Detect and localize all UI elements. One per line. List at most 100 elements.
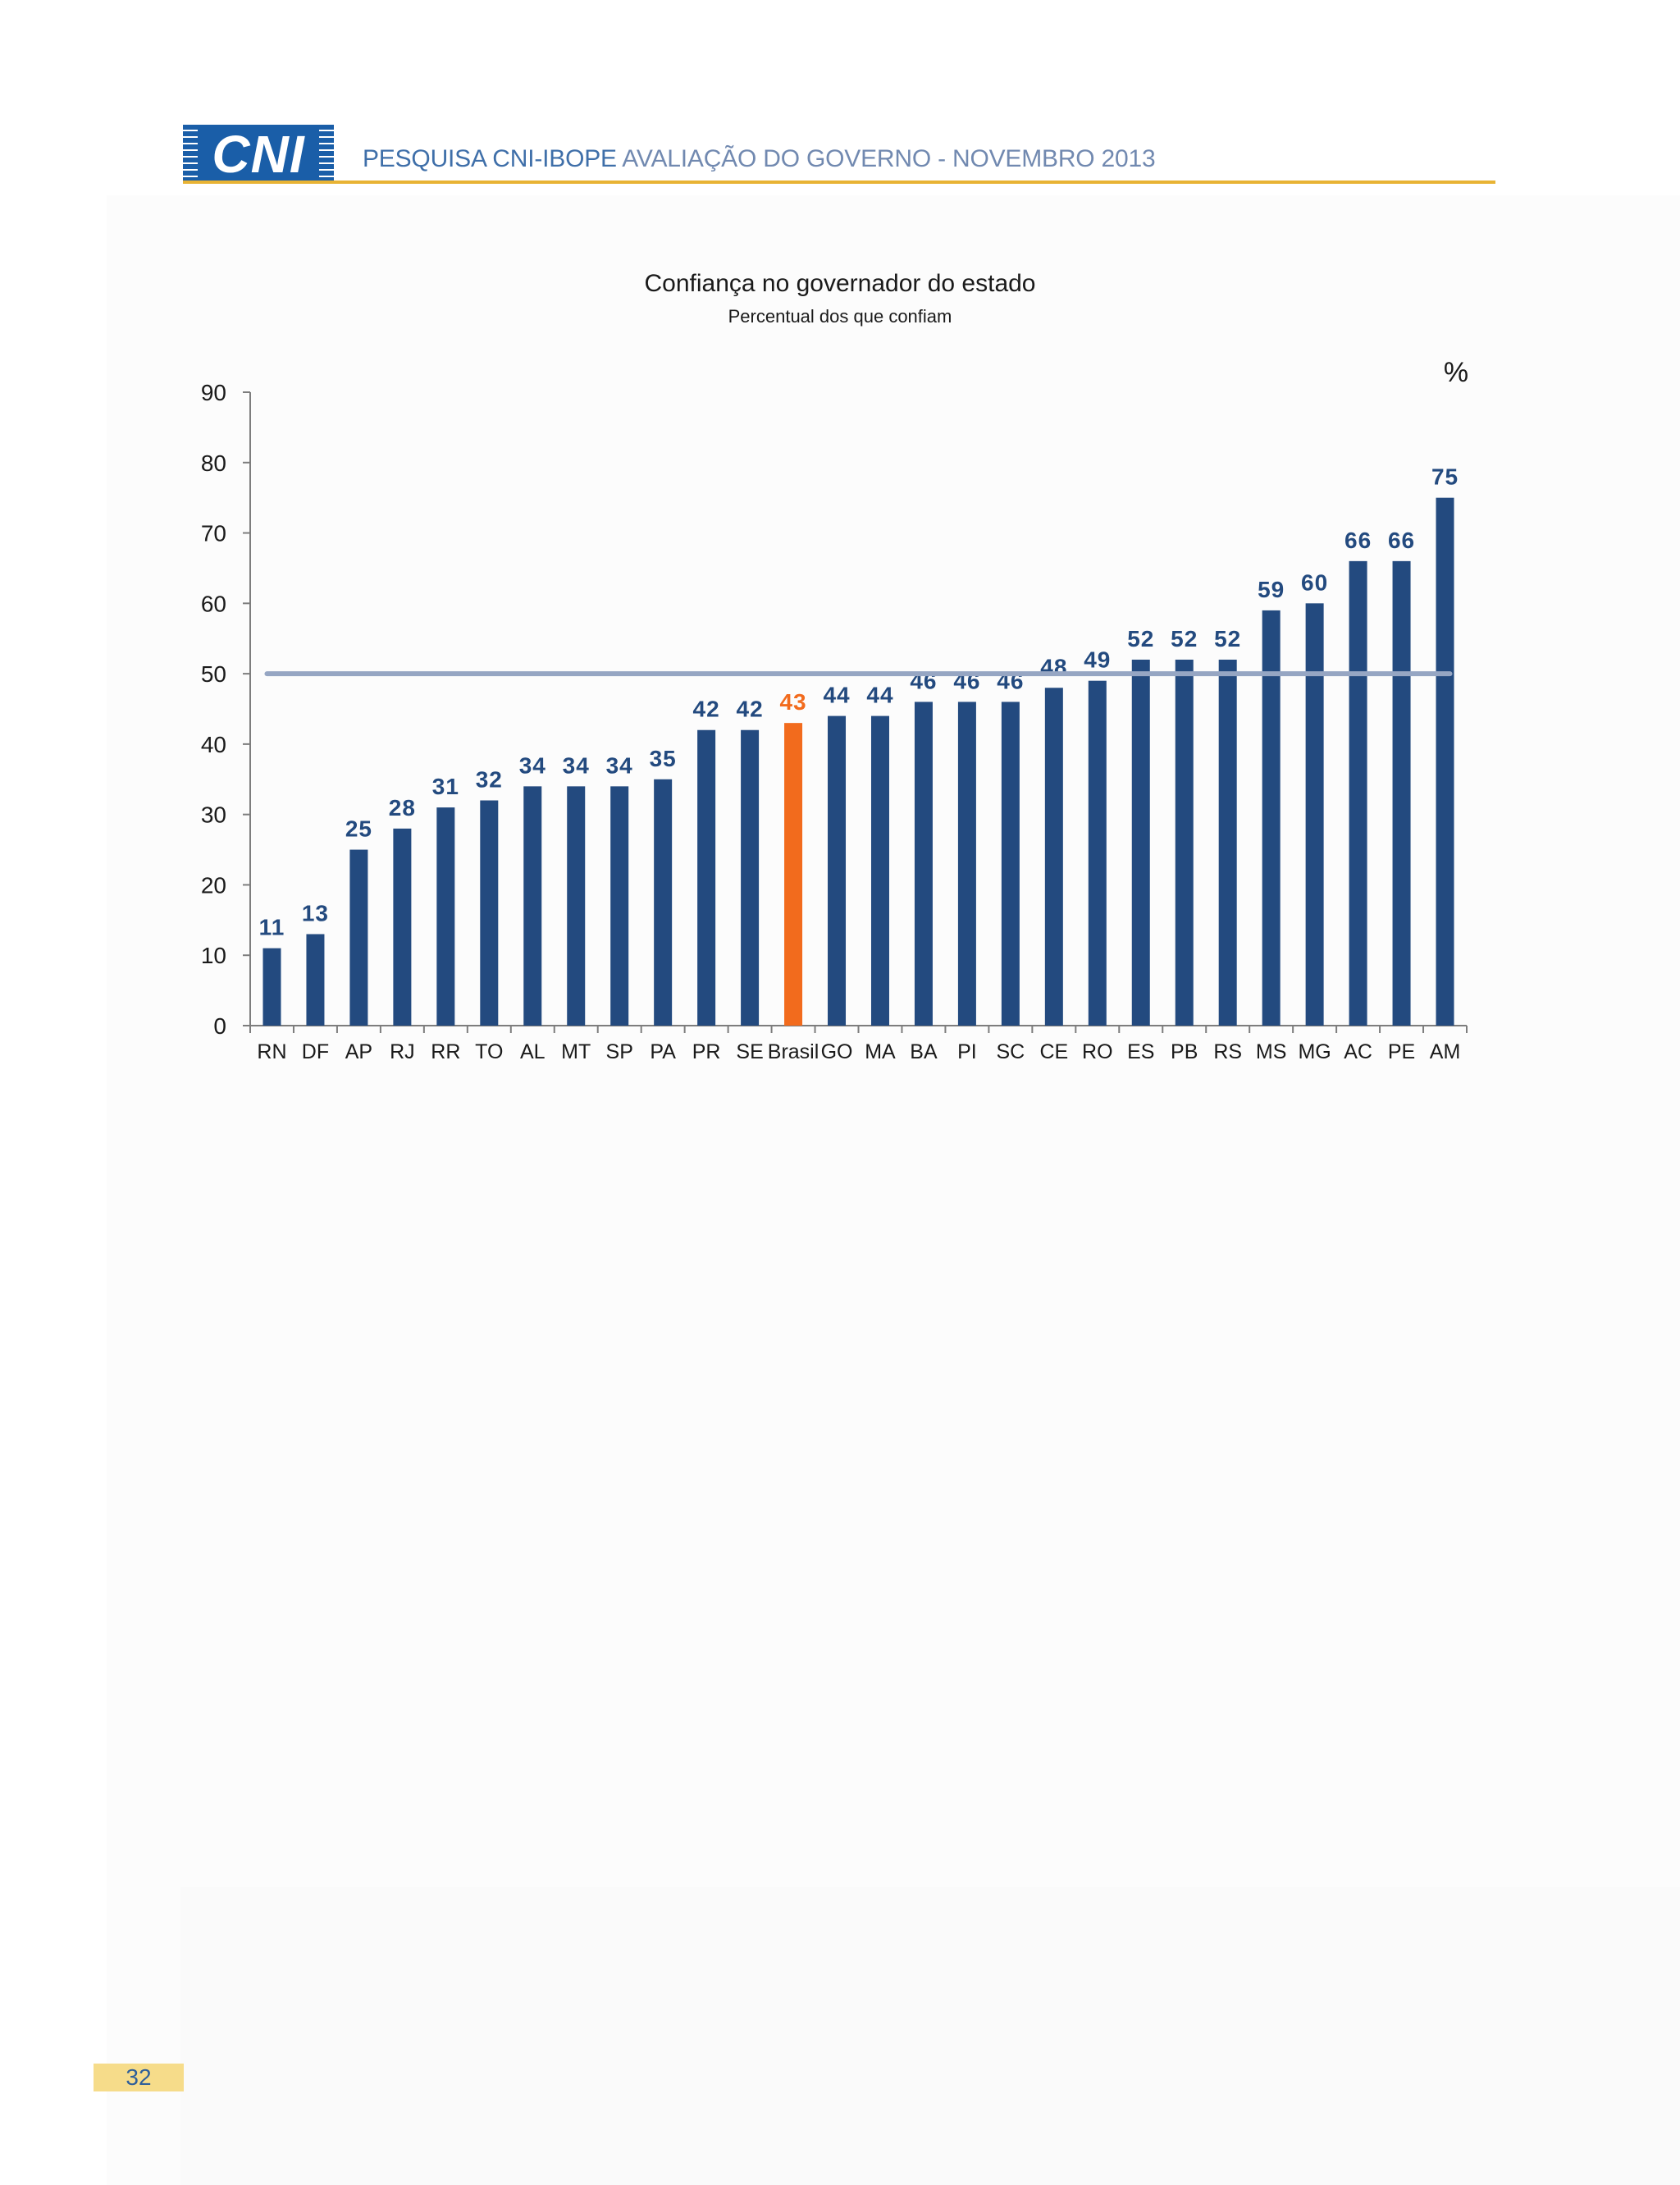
data-label: 11 [259,915,285,940]
data-label: 34 [606,752,633,778]
data-label: 52 [1214,626,1241,651]
logo-text: CNI [212,125,305,184]
category-label: AM [1430,1040,1461,1063]
category-label: MS [1256,1040,1287,1063]
bar [1131,659,1150,1026]
bar [523,786,542,1026]
bar [1436,497,1454,1026]
category-label: PI [957,1040,977,1063]
y-tick-label: 80 [201,450,226,476]
y-tick-label: 0 [213,1013,226,1039]
header-rule [183,181,1495,184]
bar [567,786,586,1026]
data-label: 49 [1084,647,1111,673]
bar [436,807,455,1026]
data-label: 28 [389,795,416,821]
y-tick-label: 20 [201,872,226,898]
bar [1392,560,1411,1026]
data-label: 52 [1127,626,1154,651]
data-label: 35 [650,746,677,771]
data-label: 42 [693,697,720,722]
bar [957,702,976,1026]
category-label: BA [910,1040,938,1063]
category-label: MT [561,1040,591,1063]
y-tick-label: 90 [201,380,226,405]
report-header-rest: AVALIAÇÃO DO GOVERNO - NOVEMBRO 2013 [616,145,1156,172]
category-label: SE [736,1040,763,1063]
bar [784,723,803,1026]
data-label: 43 [779,689,806,715]
category-label: RO [1082,1040,1113,1063]
data-label: 34 [519,752,546,778]
category-label: CE [1039,1040,1068,1063]
category-label: RR [431,1040,460,1063]
category-label: MG [1298,1040,1331,1063]
y-tick-label: 30 [201,802,226,828]
bar [1088,680,1107,1026]
report-header-strong: PESQUISA CNI-IBOPE [363,145,617,172]
data-label: 34 [563,752,590,778]
category-label: PR [692,1040,721,1063]
data-label: 13 [302,900,329,926]
data-label: 66 [1388,528,1415,553]
data-label: 44 [823,683,850,708]
chart-subtitle: Percentual dos que confiam [728,306,952,327]
data-label: 32 [476,767,503,793]
cni-logo: CNI [183,125,334,184]
bar-chart: 0 10 20 30 40 50 60 70 80 90 11 RN 13 DF 25 AP 28 RJ 31 RR 3… [201,357,1468,1063]
y-tick-label: 60 [201,591,226,616]
data-label: 25 [345,816,372,842]
bar [393,828,412,1026]
y-tick-label: 10 [201,943,226,968]
page-background [107,195,1680,2185]
data-label: 31 [432,774,459,799]
data-label: 59 [1258,577,1285,602]
bar [870,715,889,1026]
category-label: Brasil [768,1040,819,1063]
bar [1349,560,1367,1026]
y-tick-label: 50 [201,661,226,687]
unit-label: % [1444,357,1468,388]
category-label: SP [606,1040,633,1063]
category-label: RS [1213,1040,1242,1063]
bar [349,849,368,1026]
bar [262,948,281,1026]
category-label: GO [821,1040,853,1063]
category-label: PE [1388,1040,1415,1063]
data-label: 60 [1301,569,1328,595]
data-label: 66 [1344,528,1372,553]
bar [741,729,760,1026]
y-tick-label: 40 [201,732,226,757]
page-background-lower [180,1887,1680,2185]
report-header-title: PESQUISA CNI-IBOPE AVALIAÇÃO DO GOVERNO … [363,143,1156,176]
page-number: 32 [94,2064,184,2091]
data-label: 42 [737,697,764,722]
bar [1044,688,1063,1026]
category-label: ES [1127,1040,1154,1063]
bar [610,786,629,1026]
bar [828,715,847,1026]
bar [306,934,325,1026]
bar [480,800,499,1026]
bar [1001,702,1020,1026]
bar [1305,603,1324,1026]
bar [914,702,933,1026]
category-label: DF [302,1040,329,1063]
category-label: PA [650,1040,676,1063]
category-label: PB [1171,1040,1198,1063]
chart-title: Confiança no governador do estado [644,270,1036,297]
category-label: AP [345,1040,372,1063]
category-label: AL [520,1040,546,1063]
bar [1262,610,1281,1026]
bar [1175,659,1194,1026]
bar [654,779,673,1026]
category-label: AC [1344,1040,1372,1063]
category-label: RJ [390,1040,415,1063]
y-tick-label: 70 [201,521,226,546]
data-label: 52 [1171,626,1198,651]
data-label: 44 [866,683,893,708]
bar [697,729,716,1026]
category-label: MA [865,1040,896,1063]
data-label: 75 [1431,464,1459,490]
category-label: TO [475,1040,503,1063]
